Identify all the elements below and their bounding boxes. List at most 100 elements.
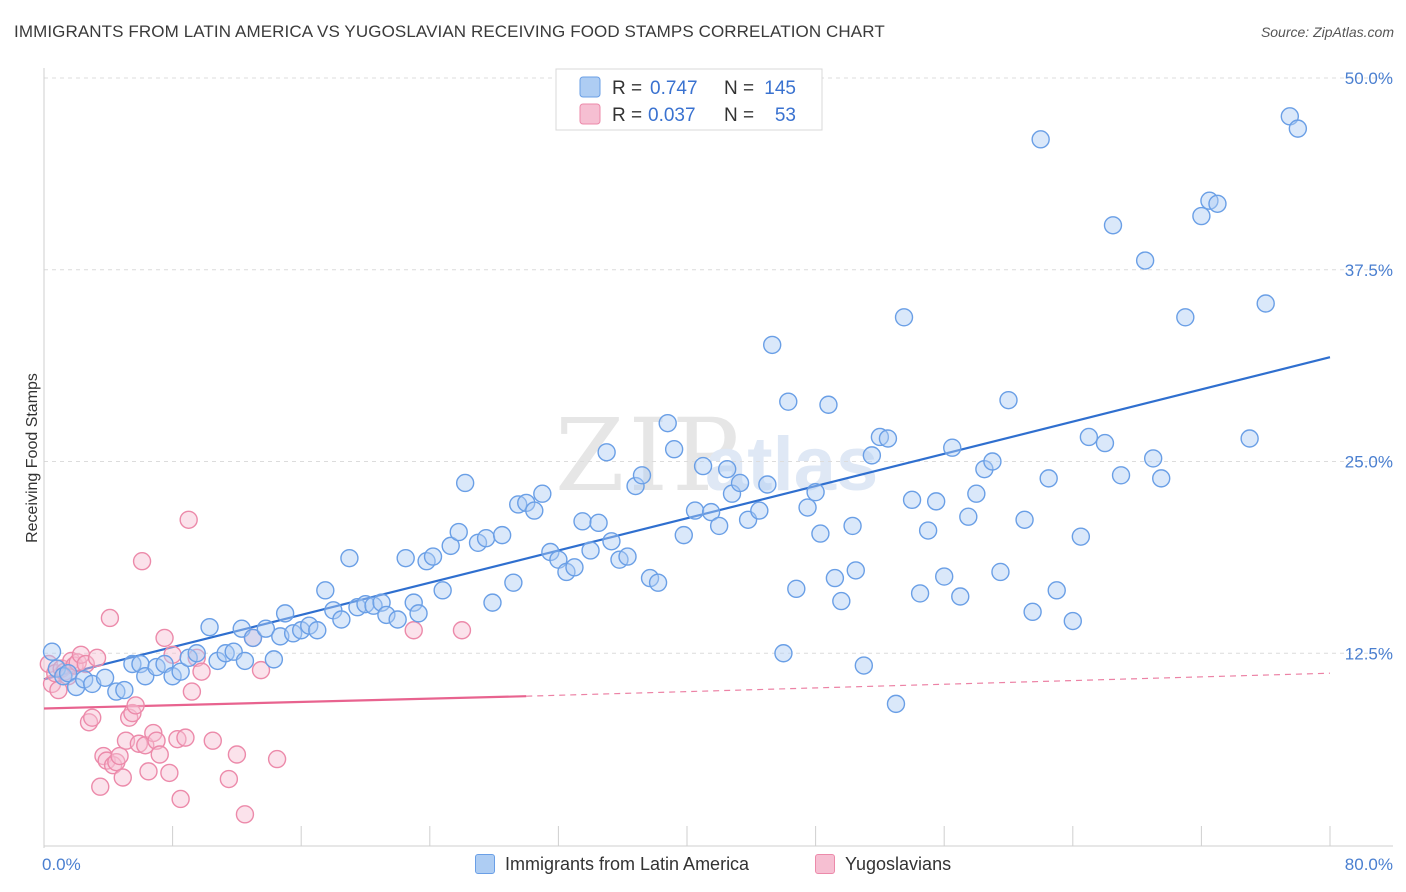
latin-america-point bbox=[910, 584, 930, 603]
latin-america-point bbox=[648, 573, 668, 592]
axes bbox=[43, 68, 1393, 848]
latin-america-point bbox=[854, 656, 874, 675]
yugoslavians-point bbox=[179, 510, 198, 529]
latin-america-point bbox=[951, 587, 970, 606]
latin-america-point bbox=[171, 662, 190, 681]
latin-america-point bbox=[943, 438, 962, 457]
yugoslavians-point bbox=[251, 660, 271, 680]
latin-america-point bbox=[846, 561, 865, 580]
latin-america-point bbox=[1031, 130, 1050, 149]
yugoslavians-point bbox=[155, 628, 174, 648]
legend-n-label-2: N = bbox=[724, 105, 754, 126]
latin-america-point bbox=[632, 466, 652, 485]
latin-america-point bbox=[602, 532, 621, 551]
yugoslavians-point bbox=[203, 731, 222, 750]
yugoslavians-point bbox=[132, 552, 152, 571]
legend-r-label-1: R = bbox=[612, 78, 642, 99]
latin-america-point bbox=[894, 308, 914, 327]
yugoslavians-point bbox=[160, 763, 179, 783]
trend-line-yugoslavians-extended bbox=[526, 672, 1331, 697]
latin-america-point bbox=[504, 573, 523, 592]
latin-america-point bbox=[1079, 427, 1099, 447]
latin-america-point bbox=[1111, 466, 1131, 485]
y-tick-labels: 12.5% 25.0% 37.5% 50.0% bbox=[1345, 69, 1393, 663]
legend-n-value-1: 145 bbox=[764, 78, 796, 99]
latin-america-point bbox=[902, 490, 922, 510]
yugoslavians-point bbox=[76, 654, 95, 674]
latin-america-point bbox=[433, 581, 452, 600]
yugoslavians-point bbox=[147, 731, 166, 750]
latin-america-point bbox=[626, 476, 645, 496]
latin-america-point bbox=[483, 593, 502, 612]
bottom-legend-label-latin-america: Immigrants from Latin America bbox=[505, 853, 750, 874]
yugoslavians-point bbox=[87, 648, 107, 668]
latin-america-point bbox=[256, 619, 276, 638]
latin-america-point bbox=[693, 456, 713, 476]
yugoslavians-point bbox=[452, 621, 472, 640]
latin-america-point bbox=[1039, 469, 1058, 488]
chart-source: Source: ZipAtlas.com bbox=[1260, 24, 1394, 40]
y-tick-label: 50.0% bbox=[1345, 69, 1393, 88]
gridlines bbox=[44, 77, 1393, 654]
latin-america-point bbox=[404, 593, 423, 612]
latin-america-point bbox=[264, 650, 284, 669]
latin-america-point bbox=[674, 525, 693, 545]
latin-america-point bbox=[750, 501, 769, 520]
yugoslavians-point bbox=[235, 805, 255, 824]
latin-america-point bbox=[1095, 433, 1115, 453]
latin-america-point bbox=[340, 548, 359, 568]
bottom-legend-swatch-blue bbox=[475, 854, 495, 874]
latin-america-point bbox=[935, 567, 954, 586]
yugoslavians-point bbox=[192, 662, 211, 681]
trend-line-yugoslavians bbox=[43, 695, 527, 710]
legend-n-value-2: 53 bbox=[775, 105, 796, 126]
y-tick-label: 25.0% bbox=[1345, 453, 1393, 472]
legend-swatch-pink bbox=[579, 103, 601, 125]
latin-america-point bbox=[58, 663, 78, 683]
latin-america-point bbox=[983, 452, 1002, 471]
yugoslavians-point bbox=[126, 696, 145, 715]
y-axis-title: Receiving Food Stamps bbox=[24, 373, 41, 543]
yugoslavians-point bbox=[139, 762, 158, 781]
latin-america-point bbox=[187, 644, 206, 663]
latin-america-point bbox=[991, 562, 1010, 582]
latin-america-point bbox=[618, 547, 637, 566]
latin-america-point bbox=[492, 525, 512, 545]
latin-america-point bbox=[235, 651, 255, 671]
latin-america-point bbox=[396, 548, 415, 568]
yugoslavians-point bbox=[103, 756, 123, 775]
latin-america-point bbox=[709, 516, 729, 536]
latin-america-point bbox=[95, 668, 115, 687]
yugoslavians-point bbox=[182, 682, 202, 701]
correlation-legend: R = 0.747 N = 145 R = 0.037 N = 53 bbox=[555, 68, 823, 131]
latin-america-point bbox=[1063, 611, 1083, 631]
latin-america-point bbox=[589, 513, 608, 533]
latin-america-point bbox=[967, 484, 986, 503]
latin-america-point bbox=[779, 392, 798, 411]
yugoslavians-point bbox=[219, 769, 239, 789]
latin-america-point bbox=[308, 621, 327, 640]
chart-title: IMMIGRANTS FROM LATIN AMERICA VS YUGOSLA… bbox=[14, 22, 885, 41]
latin-america-point bbox=[42, 642, 62, 661]
latin-america-point bbox=[658, 413, 677, 433]
latin-america-point bbox=[455, 473, 475, 493]
watermark: ZIP atlas bbox=[555, 397, 878, 514]
latin-america-point bbox=[685, 501, 705, 520]
latin-america-point bbox=[774, 644, 793, 663]
yugoslavians-point bbox=[113, 768, 132, 787]
y-tick-label: 12.5% bbox=[1345, 644, 1393, 663]
x-tick-labels: 0.0% 80.0% bbox=[42, 855, 1393, 874]
latin-america-point bbox=[275, 604, 295, 623]
legend-r-value-1: 0.747 bbox=[650, 78, 698, 99]
yugoslavians-point bbox=[91, 777, 110, 796]
latin-america-point bbox=[533, 484, 552, 503]
yugoslavians-point bbox=[100, 608, 120, 628]
latin-america-point bbox=[1176, 308, 1195, 327]
yugoslavians-point bbox=[83, 708, 102, 727]
x-tick-label-max: 80.0% bbox=[1345, 855, 1393, 874]
latin-america-point bbox=[565, 558, 584, 577]
bottom-legend-yugoslavians: Yugoslavians bbox=[815, 850, 951, 878]
latin-america-point bbox=[806, 482, 825, 502]
latin-america-point bbox=[787, 579, 806, 599]
legend-swatch-blue bbox=[579, 76, 601, 98]
